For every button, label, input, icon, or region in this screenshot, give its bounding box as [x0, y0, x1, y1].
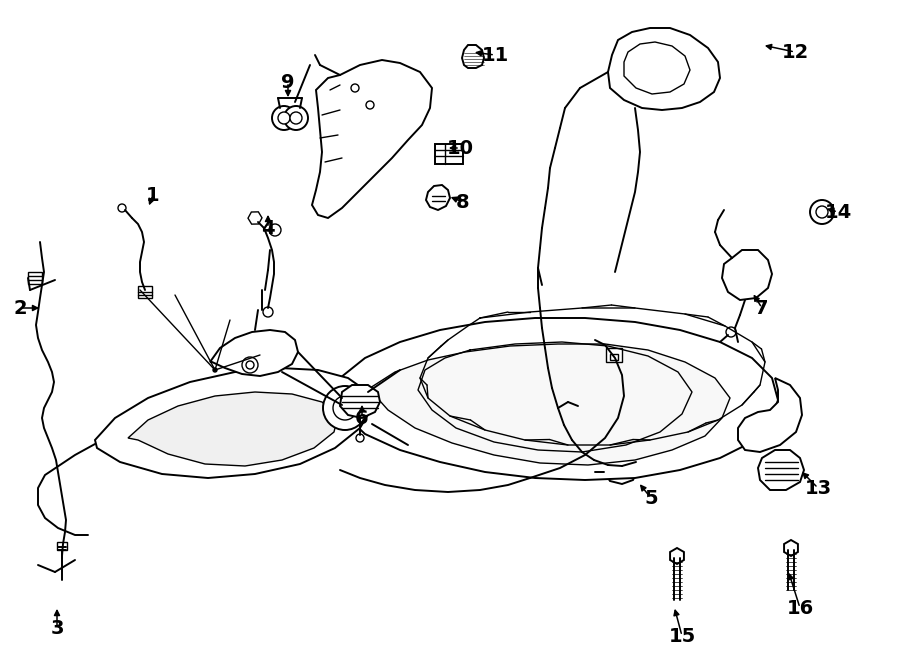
Circle shape: [272, 106, 296, 130]
Polygon shape: [95, 368, 372, 478]
Polygon shape: [608, 28, 720, 110]
Text: 12: 12: [781, 42, 808, 62]
FancyBboxPatch shape: [57, 542, 67, 550]
FancyBboxPatch shape: [606, 348, 622, 362]
Circle shape: [351, 84, 359, 92]
Circle shape: [278, 112, 290, 124]
FancyBboxPatch shape: [138, 286, 152, 298]
Polygon shape: [722, 250, 772, 300]
Polygon shape: [312, 60, 432, 218]
Circle shape: [242, 357, 258, 373]
Polygon shape: [624, 42, 690, 94]
Text: 7: 7: [755, 299, 769, 318]
Text: 11: 11: [482, 46, 508, 64]
Text: 16: 16: [787, 598, 814, 618]
Circle shape: [356, 434, 364, 442]
Circle shape: [726, 327, 736, 337]
Text: 10: 10: [446, 138, 473, 158]
Polygon shape: [426, 185, 450, 210]
Text: 15: 15: [669, 626, 696, 645]
Polygon shape: [604, 456, 637, 484]
Text: 4: 4: [261, 218, 274, 238]
Text: 2: 2: [14, 299, 27, 318]
Circle shape: [246, 361, 254, 369]
Polygon shape: [370, 344, 730, 465]
Circle shape: [333, 396, 357, 420]
FancyBboxPatch shape: [28, 272, 42, 284]
Text: 9: 9: [282, 73, 295, 91]
Polygon shape: [340, 385, 380, 418]
Text: 5: 5: [644, 489, 658, 508]
Circle shape: [290, 112, 302, 124]
Text: 1: 1: [146, 185, 160, 205]
FancyBboxPatch shape: [435, 144, 463, 164]
Polygon shape: [340, 318, 778, 480]
Circle shape: [263, 307, 273, 317]
Circle shape: [213, 368, 217, 372]
Circle shape: [810, 200, 834, 224]
Circle shape: [284, 106, 308, 130]
Text: 13: 13: [805, 479, 832, 498]
Circle shape: [323, 386, 367, 430]
Circle shape: [816, 206, 828, 218]
Circle shape: [366, 101, 374, 109]
Text: 3: 3: [50, 618, 64, 638]
Polygon shape: [738, 378, 802, 452]
Polygon shape: [462, 45, 484, 68]
Circle shape: [118, 204, 126, 212]
Text: 14: 14: [824, 203, 851, 222]
Polygon shape: [210, 330, 298, 376]
Circle shape: [269, 224, 281, 236]
Polygon shape: [128, 392, 338, 466]
Text: 6: 6: [356, 408, 369, 428]
FancyBboxPatch shape: [610, 354, 618, 360]
Text: 8: 8: [456, 193, 470, 211]
Polygon shape: [758, 450, 804, 490]
